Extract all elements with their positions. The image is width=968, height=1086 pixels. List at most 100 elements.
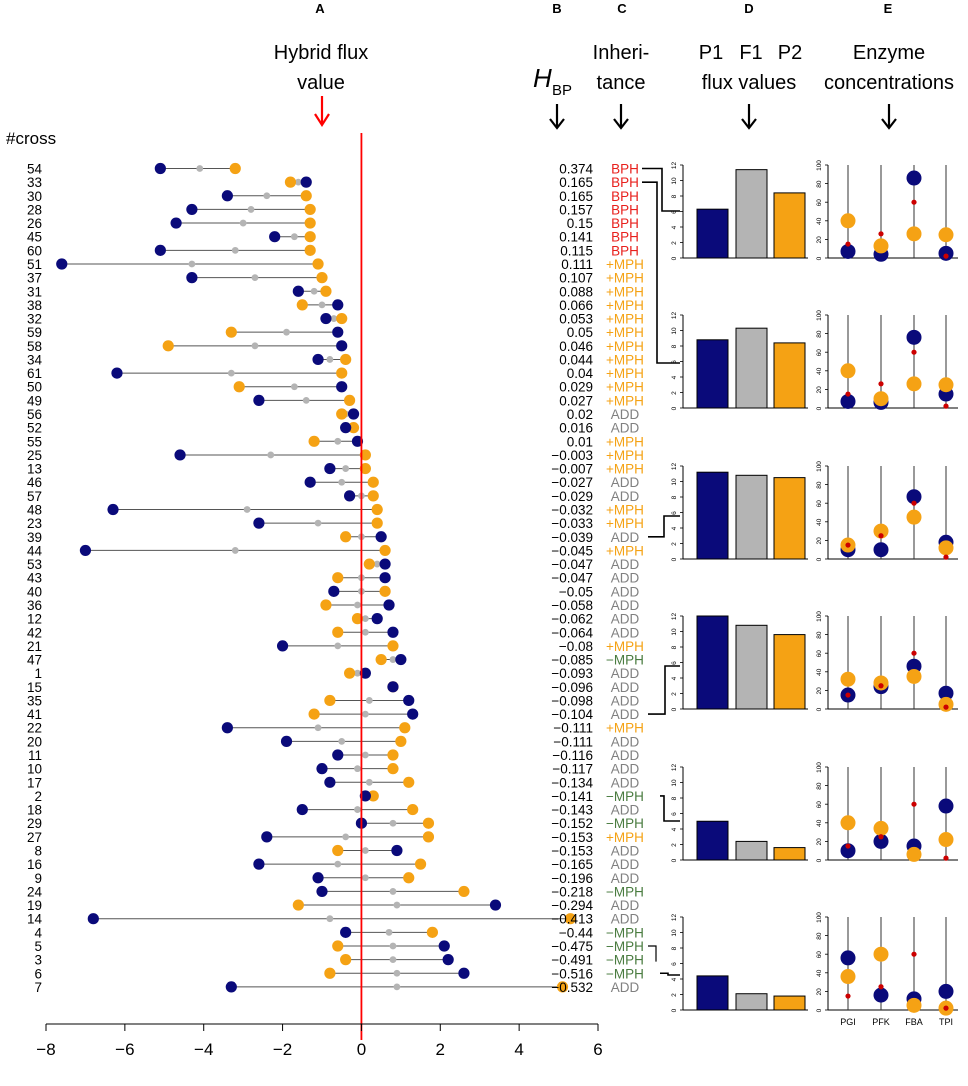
cross-number: 57 — [27, 489, 42, 504]
f1-point — [243, 506, 251, 513]
p1-point — [186, 203, 198, 216]
inheritance-label: +MPH — [606, 393, 644, 408]
p2-point — [367, 790, 379, 802]
bar-p2 — [773, 634, 806, 710]
p2-point — [336, 312, 348, 325]
enzyme-panel-5: 0 20 40 60 80 100 — [816, 762, 958, 862]
panel-letter-a: A — [315, 1, 325, 16]
cross-number: 14 — [27, 912, 43, 927]
hybrid-title-line1: Hybrid flux — [274, 42, 368, 64]
p1-point — [332, 299, 344, 311]
bracket-2 — [642, 181, 680, 364]
x-tick-label: −4 — [194, 1040, 213, 1059]
cross-number: 32 — [27, 312, 42, 327]
inheritance-label: +MPH — [606, 380, 644, 395]
p2-point — [407, 803, 419, 816]
inheritance-label: ADD — [611, 625, 640, 640]
enzyme-p2-point — [906, 668, 922, 684]
hbp-value: −0.064 — [551, 625, 593, 640]
cross-number: 41 — [27, 707, 42, 722]
f1-point — [393, 983, 401, 991]
hbp-value: 0.088 — [559, 284, 593, 299]
inheritance-label: −MPH — [606, 925, 644, 940]
inheritance-label: ADD — [611, 762, 640, 777]
y-tick-label: 0 — [671, 557, 678, 561]
cross-number: 33 — [27, 175, 42, 190]
y-tick-label: 100 — [816, 912, 823, 923]
cross-number: 28 — [27, 202, 42, 217]
enzyme-p2-point — [938, 696, 954, 712]
y-tick-label: 8 — [671, 645, 678, 649]
p2-point — [225, 326, 237, 338]
hbp-value: −0.134 — [551, 775, 593, 790]
inheritance-label: +MPH — [606, 339, 644, 354]
f1-point — [291, 383, 298, 391]
p1-point — [320, 312, 332, 325]
bar-p2 — [773, 995, 806, 1011]
y-tick-label: 2 — [671, 692, 678, 696]
y-tick-label: 100 — [816, 461, 823, 472]
p1-point — [383, 599, 395, 611]
p1-point — [489, 899, 502, 911]
p2-point — [403, 872, 415, 884]
hbp-value: 0.029 — [559, 380, 593, 395]
p1-point — [438, 940, 450, 952]
hbp-value: −0.093 — [551, 666, 593, 681]
f1-point — [283, 328, 290, 336]
cross-number: 60 — [27, 243, 42, 258]
p1-point — [336, 340, 348, 352]
hbp-value: −0.152 — [551, 816, 593, 831]
f1-point — [247, 206, 255, 213]
x-axis: −8 −6 −4 −2 0 2 4 6 — [36, 1023, 603, 1059]
y-tick-label: 10 — [671, 478, 678, 486]
enzyme-p2-point — [840, 671, 856, 687]
p1-point — [280, 735, 293, 747]
hbp-value: 0.107 — [559, 271, 593, 286]
bar-p2 — [773, 847, 806, 861]
inheritance-label: −MPH — [606, 939, 644, 954]
f1-point — [361, 847, 369, 854]
enzyme-f1-point — [878, 231, 884, 237]
enzyme-panel-3: 0 20 40 60 80 100 — [816, 461, 958, 561]
enzyme-p1-point — [906, 489, 922, 505]
y-tick-label: 40 — [816, 367, 823, 375]
bar-f1 — [735, 624, 768, 710]
p2-point — [399, 722, 411, 734]
hbp-value: −0.029 — [551, 489, 593, 504]
f1-point — [361, 874, 369, 882]
p2-point — [414, 858, 427, 870]
y-tick-label: 0 — [671, 707, 678, 711]
inheritance-label: ADD — [611, 584, 640, 599]
p2-point — [564, 913, 577, 925]
y-tick-label: 10 — [671, 177, 678, 185]
enzyme-f1-point — [845, 241, 851, 247]
hbp-value: −0.141 — [551, 789, 593, 804]
enzyme-p2-point — [873, 523, 889, 539]
inheritance-label: ADD — [611, 598, 640, 613]
enzyme-p2-point — [906, 997, 922, 1013]
y-tick-label: 40 — [816, 518, 823, 526]
p1-point — [225, 981, 237, 993]
cross-number: 3 — [34, 953, 42, 968]
f1-point — [354, 806, 361, 813]
y-tick-label: 6 — [671, 210, 678, 214]
cross-number: 16 — [27, 857, 42, 872]
y-tick-label: 60 — [816, 951, 823, 959]
p1-point — [170, 217, 182, 229]
enzyme-f1-point — [911, 500, 917, 506]
cross-number: 17 — [27, 775, 42, 790]
y-tick-label: 0 — [816, 1008, 823, 1012]
f1-point — [338, 478, 346, 486]
inheritance-label: ADD — [611, 748, 640, 763]
hbp-value: −0.165 — [551, 857, 593, 872]
p1-point — [296, 803, 308, 816]
p1-point — [312, 872, 324, 884]
p1-point — [328, 585, 340, 597]
cross-number: 61 — [27, 366, 42, 381]
p1-point — [174, 449, 186, 461]
p2-point — [292, 899, 304, 911]
p2-point — [375, 653, 387, 666]
cross-number: 52 — [27, 421, 42, 436]
f1-point — [334, 860, 342, 868]
hbp-value: −0.218 — [551, 884, 593, 899]
